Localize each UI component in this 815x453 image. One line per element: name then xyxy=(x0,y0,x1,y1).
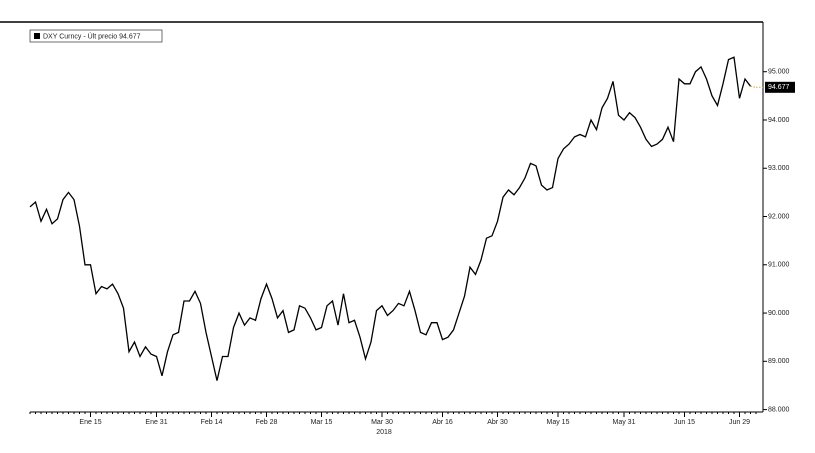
y-tick-label: 92.000 xyxy=(768,213,790,220)
y-tick-label: 95.000 xyxy=(768,69,790,76)
x-tick-label: Mar 15 xyxy=(311,419,333,426)
series-line xyxy=(29,56,752,381)
x-tick-label: Abr 30 xyxy=(487,419,508,426)
last-segment xyxy=(750,85,757,88)
legend-label: DXY Curncy - Últ precio 94.677 xyxy=(43,31,141,40)
y-tick-label: 93.000 xyxy=(768,165,790,172)
y-tick-label: 94.000 xyxy=(768,117,790,124)
y-tick-label: 89.000 xyxy=(768,358,790,365)
x-tick-label: Abr 16 xyxy=(432,419,453,426)
x-tick-label: Feb 14 xyxy=(201,419,223,426)
x-tick-label: May 31 xyxy=(613,419,636,426)
y-tick-label: 91.000 xyxy=(768,262,790,269)
x-tick-label: Ene 15 xyxy=(79,419,101,426)
x-tick-label: Jun 29 xyxy=(729,419,750,426)
x-tick-label: Ene 31 xyxy=(145,419,167,426)
x-tick-label: Feb 28 xyxy=(256,419,278,426)
x-tick-label: May 15 xyxy=(547,419,570,426)
x-tick-label: Jun 15 xyxy=(674,419,695,426)
y-tick-label: 90.000 xyxy=(768,310,790,317)
year-label: 2018 xyxy=(376,429,392,436)
last-value-box xyxy=(765,81,795,93)
legend-swatch xyxy=(34,33,40,39)
x-tick-label: Mar 30 xyxy=(371,419,393,426)
last-value-label: 94.677 xyxy=(768,84,790,91)
y-tick-label: 88.000 xyxy=(768,406,790,413)
legend-box xyxy=(29,29,163,43)
